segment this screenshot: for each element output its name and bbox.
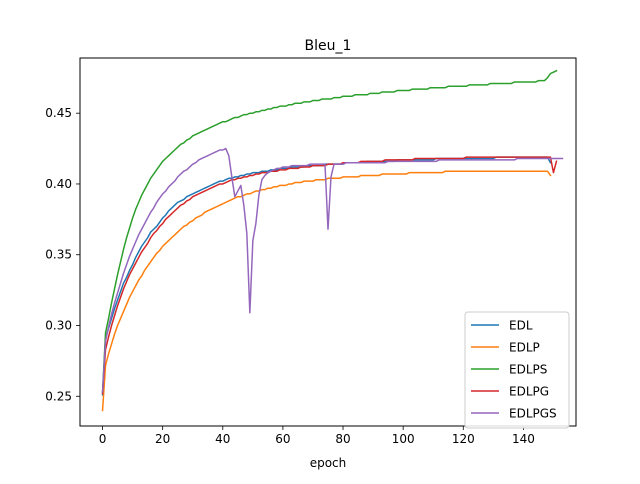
legend-label-edlp: EDLP — [509, 341, 540, 355]
series-line-edlpg — [101, 156, 558, 395]
x-tick-label: 20 — [155, 432, 170, 446]
x-tick-label: 100 — [392, 432, 415, 446]
y-tick-label: 0.35 — [45, 248, 72, 262]
legend-label-edl: EDL — [509, 319, 533, 333]
x-tick-label: 60 — [275, 432, 290, 446]
legend-box — [464, 311, 570, 429]
series-line-edlp — [101, 170, 552, 412]
plot-frame — [79, 57, 577, 427]
x-tick-label: 140 — [512, 432, 535, 446]
chart-legend: EDL EDLP EDLPS EDLPG EDLPGS — [464, 311, 570, 429]
series-line-edlps — [101, 69, 558, 393]
series-line-edlpgs — [101, 147, 564, 393]
chart-title: Bleu_1 — [305, 38, 352, 54]
legend-label-edlps: EDLPS — [509, 363, 547, 377]
y-tick-label: 0.40 — [45, 177, 72, 191]
y-axis-ticks: 0.25 0.30 0.35 0.40 0.45 — [45, 106, 80, 403]
legend-label-edlpg: EDLPG — [509, 385, 549, 399]
x-axis-label: epoch — [310, 456, 347, 470]
x-tick-label: 80 — [335, 432, 350, 446]
x-tick-label: 0 — [99, 432, 107, 446]
y-tick-label: 0.30 — [45, 319, 72, 333]
legend-label-edlpgs: EDLPGS — [509, 407, 557, 421]
x-tick-label: 40 — [215, 432, 230, 446]
y-tick-label: 0.45 — [45, 106, 72, 120]
y-tick-label: 0.25 — [45, 389, 72, 403]
plot-layer — [101, 69, 564, 412]
x-axis-ticks: 0 20 40 60 80 100 120 140 — [99, 426, 535, 446]
x-tick-label: 120 — [452, 432, 475, 446]
